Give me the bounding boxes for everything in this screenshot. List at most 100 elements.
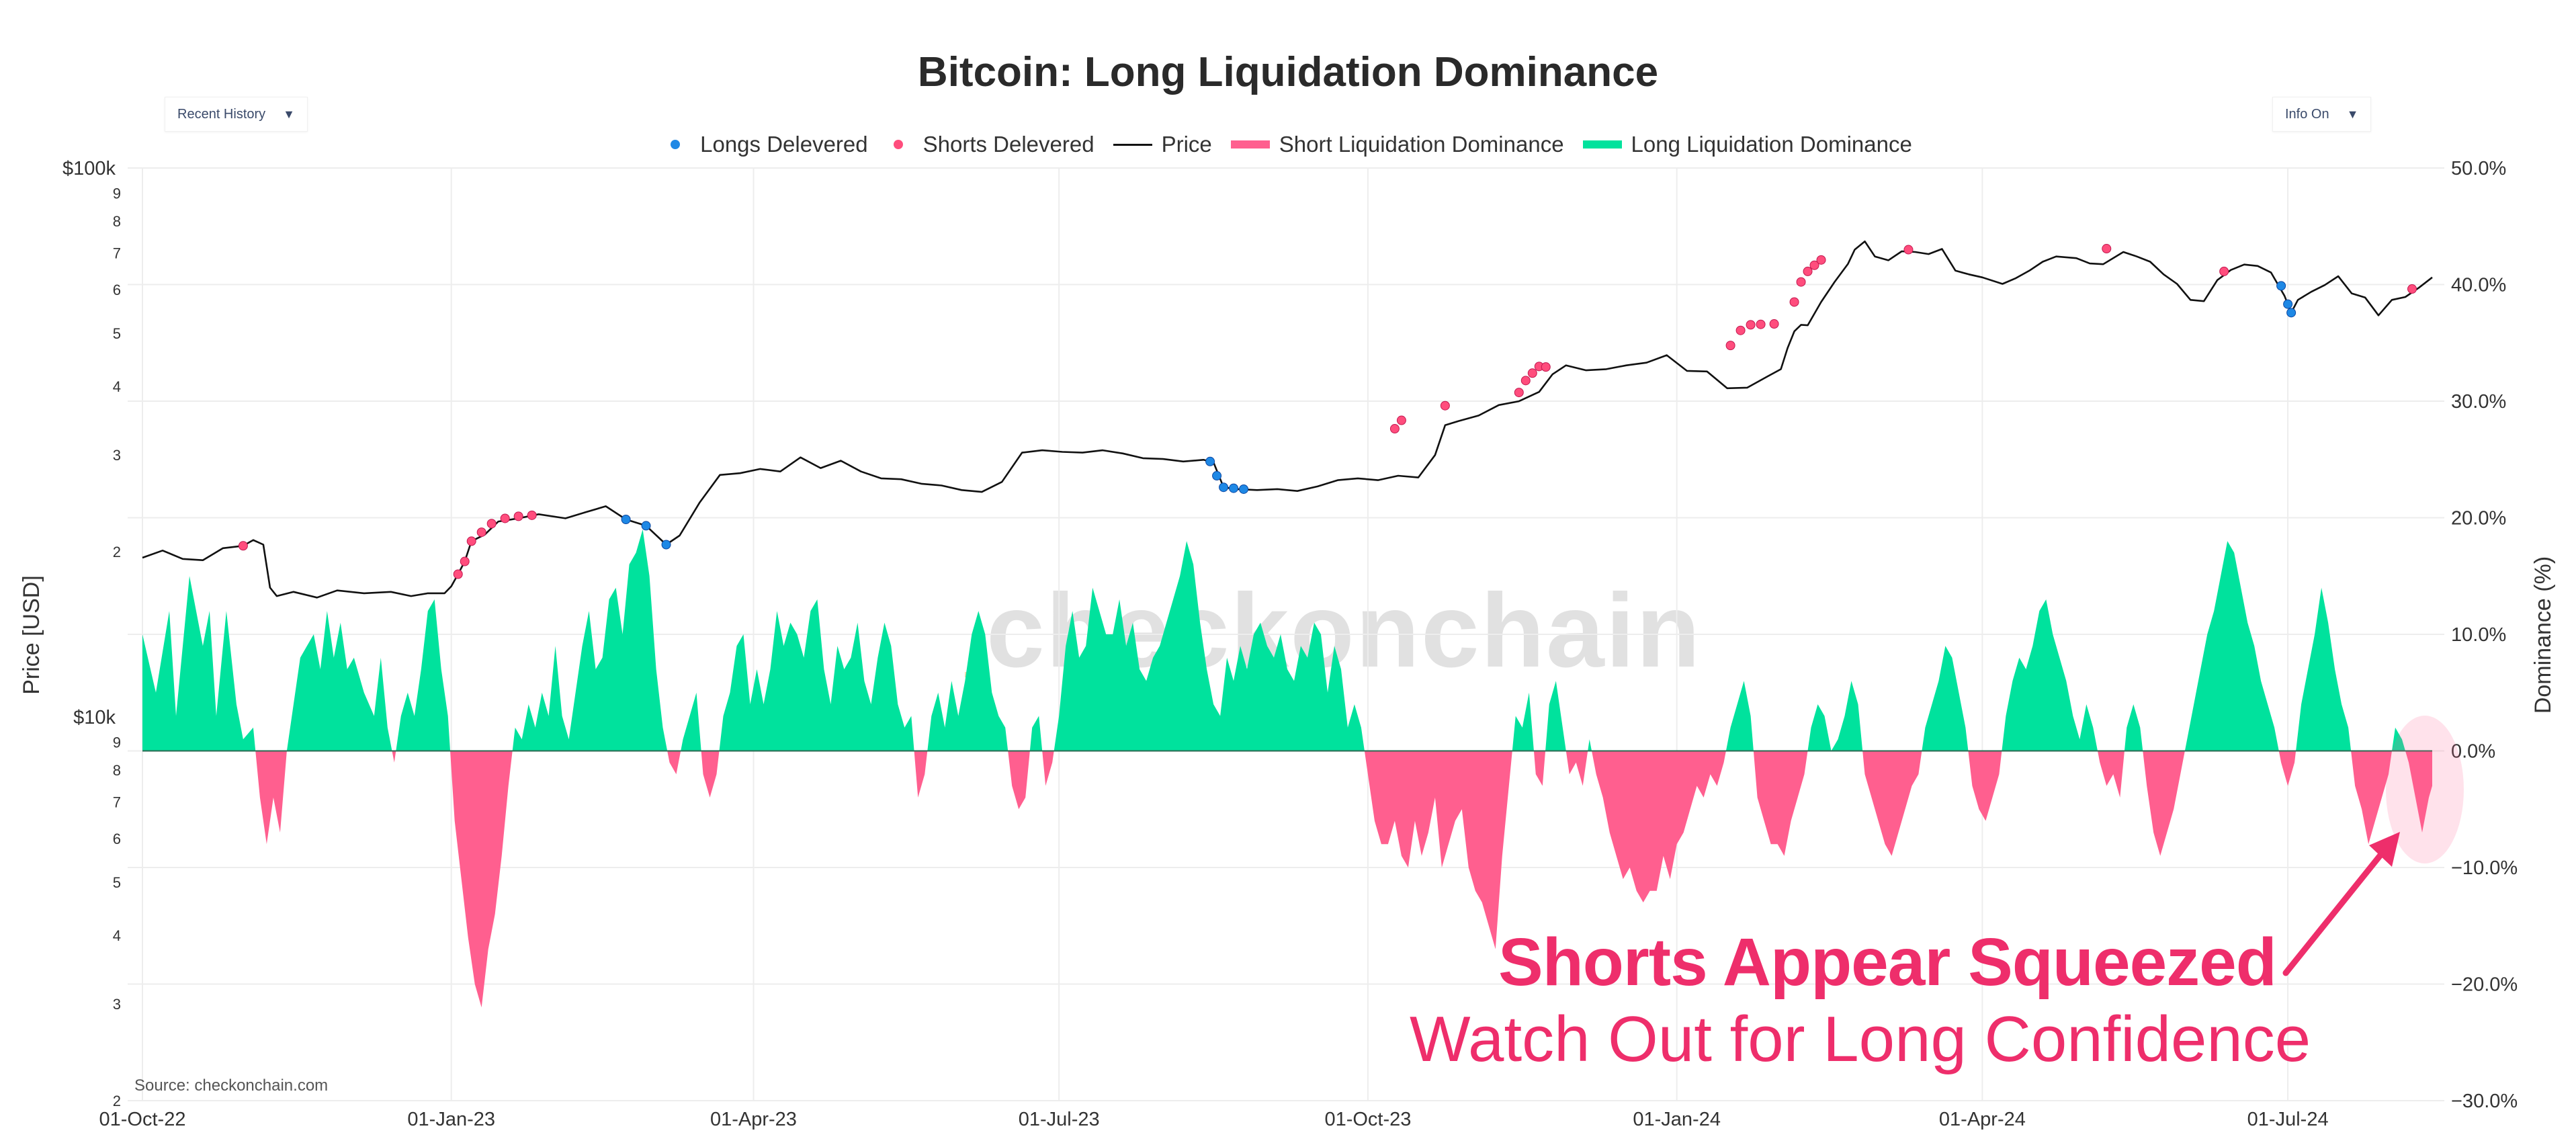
shorts-delevered-marker: [1541, 362, 1551, 372]
chart-legend: Longs Delevered Shorts Delevered Price S…: [0, 132, 2576, 157]
longs-delevered-marker: [621, 514, 631, 524]
legend-item-long-dominance[interactable]: Long Liquidation Dominance: [1582, 132, 1912, 157]
y-tick-label: 7: [113, 245, 121, 262]
y-tick-label: 5: [113, 325, 121, 342]
y-tick-label: 4: [113, 927, 121, 944]
y-tick-label: 2: [113, 1093, 121, 1109]
y-tick-label: 8: [113, 762, 121, 779]
y2-tick-label: −30.0%: [2451, 1091, 2518, 1112]
shorts-delevered-marker: [1796, 277, 1806, 287]
legend-item-price[interactable]: Price: [1113, 132, 1212, 157]
shorts-delevered-marker: [453, 569, 463, 579]
shorts-delevered-marker: [1520, 376, 1531, 386]
shorts-delevered-marker: [1725, 341, 1735, 351]
shorts-delevered-marker: [2407, 284, 2417, 294]
shorts-delevered-marker: [2102, 244, 2112, 254]
legend-item-shorts[interactable]: Shorts Delevered: [887, 132, 1094, 157]
longs-delevered-marker: [1212, 471, 1222, 481]
y-tick-label: $100k: [62, 158, 116, 179]
x-tick-label: 01-Jul-23: [1019, 1109, 1100, 1130]
y2-tick-label: 50.0%: [2451, 158, 2506, 179]
shorts-delevered-marker: [466, 536, 476, 546]
arrow-head-icon: [2369, 832, 2400, 867]
pink-dot-icon: [893, 140, 903, 149]
y-tick-label: 9: [113, 734, 121, 751]
longs-delevered-marker: [1239, 484, 1249, 494]
y-tick-label: $10k: [73, 707, 116, 728]
shorts-delevered-marker: [1903, 245, 1914, 255]
shorts-delevered-marker: [1803, 266, 1813, 276]
annotation-arrow: [2282, 850, 2385, 976]
x-tick-label: 01-Oct-23: [1324, 1109, 1411, 1130]
shorts-delevered-marker: [476, 527, 486, 538]
longs-delevered-marker: [641, 521, 651, 531]
y2-tick-label: 0.0%: [2451, 741, 2495, 763]
shorts-delevered-marker: [500, 513, 510, 523]
y-tick-label: 2: [113, 544, 121, 560]
x-tick-label: 01-Oct-22: [99, 1109, 186, 1130]
info-on-label: Info On: [2285, 106, 2329, 122]
shorts-delevered-marker: [460, 556, 470, 566]
legend-label-short-dominance: Short Liquidation Dominance: [1279, 132, 1564, 157]
legend-label-shorts: Shorts Delevered: [922, 132, 1094, 157]
line-swatch-icon: [1113, 143, 1152, 146]
shorts-delevered-marker: [1396, 415, 1406, 425]
y-tick-label: 9: [113, 185, 121, 202]
longs-delevered-marker: [1205, 456, 1215, 466]
recent-history-label: Recent History: [177, 106, 266, 122]
shorts-delevered-marker: [527, 510, 537, 520]
shorts-delevered-marker: [1527, 368, 1537, 378]
annotation-subline: Watch Out for Long Confidence: [1410, 1003, 2311, 1075]
shorts-delevered-marker: [1809, 260, 1819, 270]
y-tick-label: 3: [113, 996, 121, 1013]
shorts-delevered-marker: [1769, 319, 1779, 329]
y2-tick-label: 30.0%: [2451, 391, 2506, 413]
x-tick-label: 01-Apr-23: [710, 1109, 797, 1130]
shorts-delevered-marker: [513, 511, 523, 521]
shorts-delevered-marker: [238, 541, 248, 551]
shorts-delevered-marker: [1514, 388, 1524, 398]
legend-label-long-dominance: Long Liquidation Dominance: [1631, 132, 1912, 157]
shorts-delevered-marker: [486, 519, 497, 529]
longs-delevered-marker: [1229, 483, 1239, 493]
long-dominance-area: [142, 529, 2432, 751]
y2-tick-label: 40.0%: [2451, 275, 2506, 296]
legend-item-longs[interactable]: Longs Delevered: [664, 132, 868, 157]
chevron-down-icon: ▼: [283, 107, 295, 121]
green-bar-swatch-icon: [1582, 140, 1622, 149]
y-tick-label: 6: [113, 831, 121, 847]
chevron-down-icon: ▼: [2346, 107, 2359, 121]
legend-label-longs: Longs Delevered: [700, 132, 868, 157]
annotation-headline: Shorts Appear Squeezed: [1498, 925, 2277, 1000]
y-tick-label: 8: [113, 213, 121, 230]
y-tick-label: 7: [113, 794, 121, 811]
longs-delevered-marker: [2283, 299, 2293, 309]
y2-tick-label: −10.0%: [2451, 857, 2518, 879]
x-tick-label: 01-Jan-23: [407, 1109, 495, 1130]
y2-tick-label: 20.0%: [2451, 508, 2506, 529]
shorts-delevered-marker: [1816, 255, 1826, 265]
y-tick-label: 5: [113, 874, 121, 891]
recent-history-dropdown[interactable]: Recent History ▼: [165, 97, 308, 132]
longs-delevered-marker: [2286, 308, 2296, 318]
longs-delevered-marker: [661, 540, 671, 550]
y-tick-label: 4: [113, 378, 121, 395]
shorts-delevered-marker: [1789, 297, 1799, 307]
y2-tick-label: −20.0%: [2451, 974, 2518, 996]
source-note: Source: checkonchain.com: [134, 1076, 329, 1095]
highlight-ellipse: [2386, 716, 2464, 863]
shorts-delevered-marker: [1440, 400, 1450, 411]
legend-item-short-dominance[interactable]: Short Liquidation Dominance: [1230, 132, 1564, 157]
info-on-dropdown[interactable]: Info On ▼: [2272, 97, 2372, 132]
pink-bar-swatch-icon: [1230, 140, 1270, 149]
y2-axis-title: Dominance (%): [2530, 556, 2556, 714]
longs-delevered-marker: [1219, 482, 1229, 493]
legend-label-price: Price: [1161, 132, 1212, 157]
shorts-delevered-marker: [2219, 266, 2229, 276]
price-line: [142, 240, 2433, 599]
shorts-delevered-marker: [1746, 320, 1756, 330]
blue-dot-icon: [671, 140, 681, 149]
y-tick-label: 6: [113, 282, 121, 298]
longs-delevered-marker: [2276, 281, 2286, 291]
